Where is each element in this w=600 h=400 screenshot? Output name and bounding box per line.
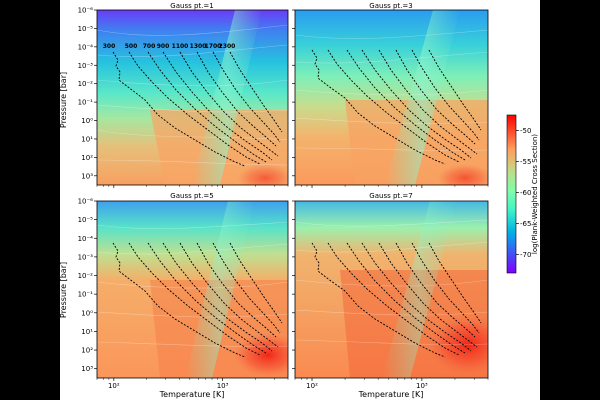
profile-label-500: 500: [125, 43, 138, 50]
panel-7-title: Gauss pt.=7: [369, 192, 412, 200]
profile-label-2300: 2300: [219, 43, 236, 50]
profile-500: [128, 51, 261, 165]
colorbar-tick-label: -60: [520, 189, 531, 197]
profile-2300: [229, 51, 283, 133]
y-tick-label: 10⁻⁵: [78, 25, 94, 33]
colorbar-label: log(Plank-Weighted Cross Section): [531, 134, 539, 254]
panel-5-title: Gauss pt.=5: [170, 192, 213, 200]
profile-label-900: 900: [157, 43, 170, 50]
panel-1-profile-labels: 300 500 700 900 1100 1300 1700 2300: [103, 43, 236, 50]
profile-label-1100: 1100: [172, 43, 189, 50]
panel-3-title: Gauss pt.=3: [369, 2, 412, 10]
x-axis-label-right: Temperature [K]: [358, 390, 424, 399]
colorbar-tick-label: -65: [520, 220, 531, 228]
x-tick-label: 10²: [306, 382, 318, 390]
y-tick-label: 10⁻¹: [78, 99, 94, 107]
profile-label-700: 700: [143, 43, 156, 50]
panel-1-title: Gauss pt.=1: [170, 2, 213, 10]
panel-5: Gauss pt.=5 10⁻⁶ 10⁻⁵ 10⁻⁴ 10⁻³ 10⁻² 10⁻¹ 10⁰ 1…: [78, 192, 289, 390]
y-tick-label: 10¹: [81, 328, 93, 336]
x-tick-label: 10²: [108, 382, 120, 390]
colorbar: -50 -55 -60 -65 -70 log(Plank-Weighted Cross…: [506, 114, 539, 274]
y-tick-label: 10⁰: [81, 309, 93, 317]
y-tick-label: 10⁻⁶: [78, 198, 94, 206]
panel-1-profiles: [112, 51, 283, 167]
colorbar-tick-label: -55: [520, 158, 531, 166]
profile-label-1300: 1300: [190, 43, 207, 50]
y-tick-label: 10⁻⁵: [78, 216, 94, 224]
profile-label-1700: 1700: [205, 43, 222, 50]
y-tick-label: 10²: [81, 347, 93, 355]
y-tick-label: 10³: [81, 365, 93, 373]
y-tick-label: 10⁻⁴: [78, 43, 94, 51]
profile-300: [112, 51, 246, 167]
x-tick-label: 10³: [416, 382, 428, 390]
y-tick-label: 10¹: [81, 135, 93, 143]
panel-3-profiles: [311, 49, 482, 165]
y-tick-label: 10³: [81, 172, 93, 180]
y-tick-label: 10⁰: [81, 117, 93, 125]
y-tick-label: 10²: [81, 154, 93, 162]
y-tick-label: 10⁻²: [78, 272, 94, 280]
y-axis-label-bottom: Pressure [bar]: [59, 262, 68, 318]
profile-1300: [196, 51, 277, 147]
panel-7: Gauss pt.=7 10² 10³: [292, 192, 489, 390]
colorbar-tick-label: -70: [520, 251, 531, 259]
y-tick-label: 10⁻²: [78, 80, 94, 88]
profile-label-300: 300: [103, 43, 116, 50]
panel-3-contours: [295, 29, 488, 151]
y-tick-label: 10⁻⁶: [78, 7, 94, 15]
colorbar-tick-label: -50: [520, 127, 531, 135]
panel-7-profiles: [311, 242, 482, 358]
y-tick-label: 10⁻¹: [78, 291, 94, 299]
panel-1: 300 500 700 900 1100 1300 1700 2300 Gaus…: [78, 2, 289, 188]
x-tick-label: 10³: [217, 382, 229, 390]
panel-3: Gauss pt.=3: [292, 2, 489, 188]
y-tick-label: 10⁻⁴: [78, 235, 94, 243]
x-axis-label-left: Temperature [K]: [159, 390, 225, 399]
profile-900: [162, 51, 273, 161]
y-tick-label: 10⁻³: [78, 253, 94, 261]
y-axis-label-top: Pressure [bar]: [59, 72, 68, 128]
profile-1700: [212, 51, 281, 143]
colorbar-gradient: [506, 114, 517, 274]
y-tick-label: 10⁻³: [78, 62, 94, 70]
panel-5-contours: [97, 221, 288, 347]
panel-7-contours: [295, 219, 488, 345]
profile-700: [147, 51, 267, 163]
colorbar-ticks: -50 -55 -60 -65 -70: [516, 127, 531, 259]
panel-5-profiles: [112, 242, 283, 358]
